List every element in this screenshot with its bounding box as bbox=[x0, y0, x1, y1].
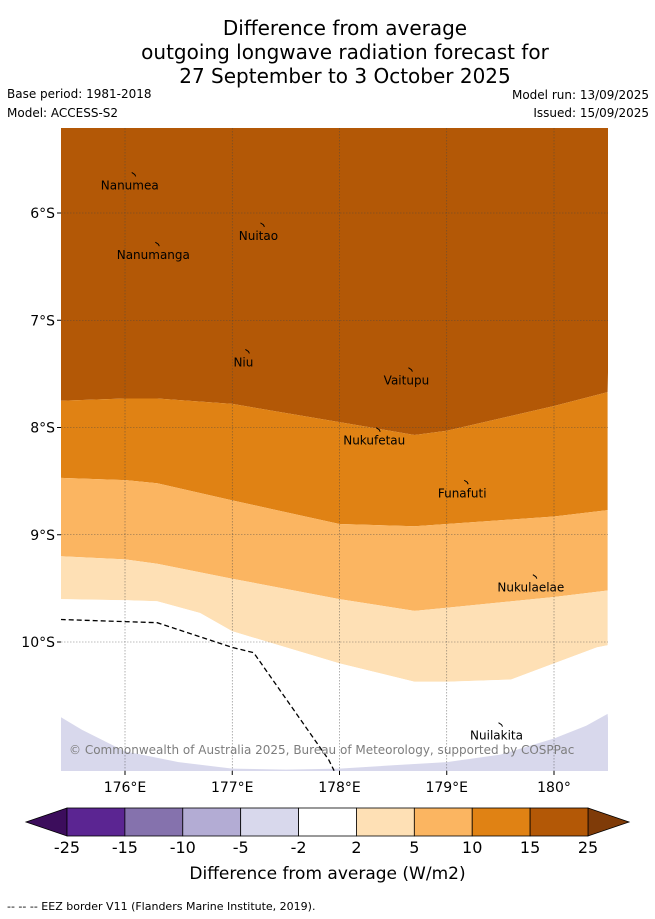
colorbar-label: Difference from average (W/m2) bbox=[189, 864, 466, 884]
colorbar-tick-label: 2 bbox=[351, 838, 361, 857]
colorbar-tick-label: -5 bbox=[233, 838, 249, 857]
colorbar-under-arrow bbox=[24, 807, 68, 837]
island-label: Nanumanga bbox=[117, 248, 190, 262]
colorbar-swatch bbox=[413, 807, 473, 837]
colorbar-tick-label: 5 bbox=[409, 838, 419, 857]
contour-band--5_to_-2 bbox=[61, 713, 608, 771]
contour-bands bbox=[61, 128, 608, 771]
x-tick-label: 176°E bbox=[104, 780, 147, 796]
eez-footnote: -- -- -- EEZ border V11 (Flanders Marine… bbox=[7, 900, 316, 913]
grid-lines bbox=[61, 128, 608, 771]
colorbar-swatch bbox=[298, 807, 357, 837]
island-nanumanga: Nanumanga bbox=[117, 241, 190, 262]
island-label: Nukufetau bbox=[343, 434, 405, 448]
colorbar-swatch bbox=[240, 807, 299, 837]
colorbar-tick-label: 15 bbox=[520, 838, 540, 857]
issued-date: Issued: 15/09/2025 bbox=[533, 106, 649, 120]
island-nuitao: Nuitao bbox=[239, 222, 278, 243]
eez-border-line bbox=[61, 618, 335, 771]
x-tick-label: 179°E bbox=[425, 780, 468, 796]
colorbar-tick-label: 25 bbox=[578, 838, 598, 857]
model-run: Model run: 13/09/2025 bbox=[511, 88, 649, 102]
colorbar: -25 -15 -10 -5 -2 2 5 10 15 25 bbox=[24, 807, 631, 857]
y-tick-label: 6°S bbox=[30, 206, 55, 222]
model-name: Model: ACCESS-S2 bbox=[7, 106, 119, 120]
island-shape bbox=[532, 574, 538, 579]
island-shape bbox=[131, 172, 137, 177]
colorbar-swatch bbox=[471, 807, 531, 837]
contour-band-5_to_10 bbox=[61, 477, 608, 611]
contour-band-10_to_15 bbox=[61, 392, 608, 527]
x-tick-label: 180° bbox=[537, 780, 571, 796]
colorbar-tick-label: -25 bbox=[54, 838, 80, 857]
x-tick-label: 178°E bbox=[318, 780, 361, 796]
contour-band-2_to_5 bbox=[61, 556, 608, 682]
title-line-1: Difference from average bbox=[222, 16, 468, 40]
island-label: Funafuti bbox=[438, 486, 487, 500]
island-label: Vaitupu bbox=[384, 374, 430, 388]
colorbar-over-arrow bbox=[587, 807, 631, 837]
colorbar-tick-label: -15 bbox=[112, 838, 138, 857]
island-funafuti: Funafuti bbox=[438, 479, 487, 500]
x-tick-label: 177°E bbox=[211, 780, 254, 796]
colorbar-swatch bbox=[124, 807, 184, 837]
title-line-2: outgoing longwave radiation forecast for bbox=[141, 40, 549, 64]
colorbar-swatch bbox=[356, 807, 415, 837]
island-shape bbox=[155, 241, 160, 247]
island-label: Nuilakita bbox=[470, 729, 523, 743]
eez-border bbox=[61, 618, 335, 771]
x-axis-ticks: 176°E 177°E 178°E 179°E 180° bbox=[104, 771, 571, 796]
colorbar-swatch bbox=[182, 807, 242, 837]
contour-band-15_to_25 bbox=[61, 128, 608, 435]
island-vaitupu: Vaitupu bbox=[384, 367, 430, 388]
copyright-text: © Commonwealth of Australia 2025, Bureau… bbox=[69, 743, 574, 757]
island-shape bbox=[463, 479, 469, 485]
island-labels: Nanumea Nuitao Nanumanga Niu Vaitupu Nukufeta… bbox=[101, 172, 564, 743]
colorbar-tick-label: -10 bbox=[170, 838, 196, 857]
colorbar-tick-label: 10 bbox=[462, 838, 482, 857]
island-shape bbox=[408, 367, 413, 372]
island-shape bbox=[375, 427, 381, 432]
title-line-3: 27 September to 3 October 2025 bbox=[179, 64, 511, 88]
chart-title: Difference from average outgoing longwav… bbox=[0, 16, 655, 88]
y-tick-label: 7°S bbox=[30, 313, 55, 329]
island-nukulaelae: Nukulaelae bbox=[497, 574, 564, 595]
island-shape bbox=[260, 222, 265, 228]
y-tick-label: 8°S bbox=[30, 421, 55, 437]
colorbar-swatch bbox=[66, 807, 126, 837]
island-shape bbox=[498, 722, 503, 727]
contour-band--2_to_2 bbox=[61, 599, 608, 770]
island-label: Niu bbox=[233, 355, 253, 369]
island-label: Nukulaelae bbox=[497, 581, 564, 595]
island-shape bbox=[245, 349, 250, 354]
colorbar-tick-label: -2 bbox=[291, 838, 307, 857]
colorbar-swatch bbox=[529, 807, 589, 837]
island-label: Nuitao bbox=[239, 229, 278, 243]
base-period: Base period: 1981-2018 bbox=[7, 87, 152, 101]
island-nanumea: Nanumea bbox=[101, 172, 159, 192]
island-label: Nanumea bbox=[101, 178, 159, 192]
y-tick-label: 10°S bbox=[21, 635, 55, 651]
island-nukufetau: Nukufetau bbox=[343, 427, 405, 448]
island-nuilakita: Nuilakita bbox=[470, 722, 523, 743]
y-tick-label: 9°S bbox=[30, 528, 55, 544]
y-axis-ticks: 6°S 7°S 8°S 9°S 10°S bbox=[21, 206, 61, 651]
island-niu: Niu bbox=[233, 349, 253, 369]
